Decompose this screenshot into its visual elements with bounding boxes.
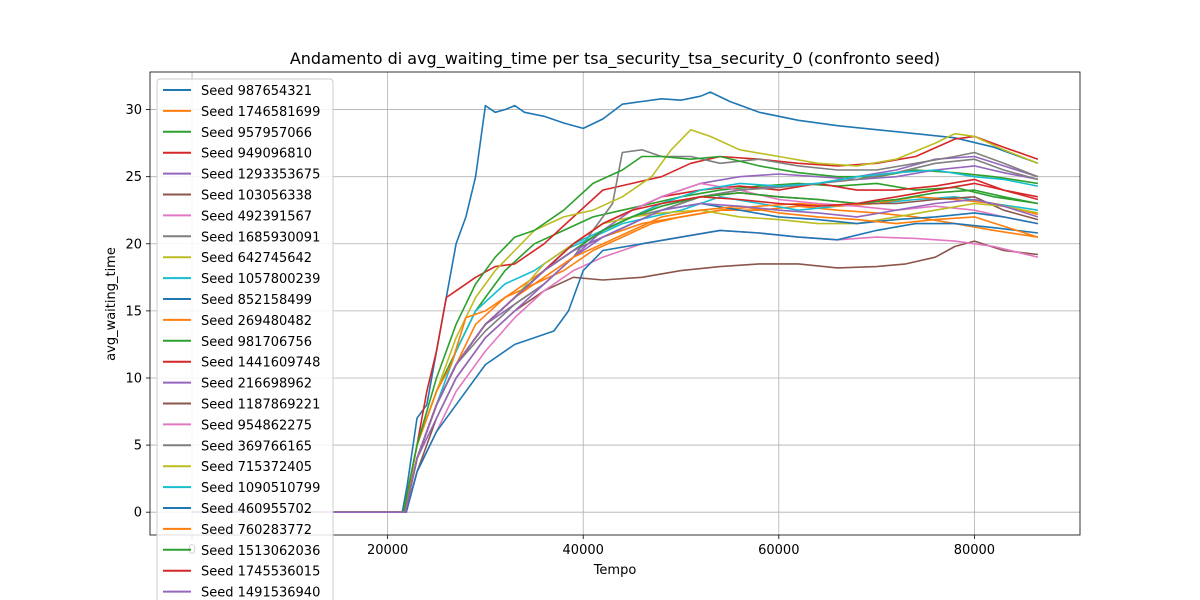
legend-label: Seed 1685930091 bbox=[201, 230, 320, 245]
y-tick-label: 15 bbox=[125, 304, 142, 319]
legend-label: Seed 369766165 bbox=[201, 439, 312, 454]
y-axis-label: avg_waiting_time bbox=[104, 247, 119, 361]
x-tick-label: 80000 bbox=[954, 543, 995, 558]
legend-label: Seed 949096810 bbox=[201, 147, 312, 162]
legend-label: Seed 492391567 bbox=[201, 209, 312, 224]
legend-label: Seed 957957066 bbox=[201, 126, 312, 141]
series-line bbox=[192, 182, 1039, 514]
series-line bbox=[192, 222, 1038, 514]
series-line bbox=[192, 128, 1039, 514]
legend-label: Seed 1745536015 bbox=[201, 565, 320, 580]
series-line bbox=[192, 198, 1039, 514]
legend-box bbox=[156, 78, 334, 600]
series-lines bbox=[192, 91, 1039, 514]
x-tick-label: 40000 bbox=[563, 543, 604, 558]
legend-label: Seed 1293353675 bbox=[201, 168, 320, 183]
x-tick-label: 60000 bbox=[758, 543, 799, 558]
legend-label: Seed 1746581699 bbox=[201, 105, 320, 120]
y-tick-label: 30 bbox=[125, 103, 142, 118]
y-tick-label: 20 bbox=[125, 237, 142, 252]
legend-label: Seed 1187869221 bbox=[201, 398, 320, 413]
x-tick-label: 20000 bbox=[367, 543, 408, 558]
legend-label: Seed 1491536940 bbox=[201, 586, 320, 600]
y-axis-ticks: 0 5 10 15 20 25 30 bbox=[125, 103, 150, 521]
legend-label: Seed 1513062036 bbox=[201, 544, 320, 559]
legend-label: Seed 1057800239 bbox=[201, 272, 320, 287]
y-tick-label: 25 bbox=[125, 170, 142, 185]
series-line bbox=[192, 135, 1039, 514]
legend-label: Seed 987654321 bbox=[201, 84, 312, 99]
legend-label: Seed 715372405 bbox=[201, 460, 312, 475]
legend: Seed 987654321 Seed 1746581699 Seed 957957… bbox=[156, 78, 334, 600]
legend-label: Seed 1090510799 bbox=[201, 481, 320, 496]
legend-label: Seed 981706756 bbox=[201, 335, 312, 350]
legend-label: Seed 216698962 bbox=[201, 377, 312, 392]
legend-label: Seed 760283772 bbox=[201, 523, 312, 538]
y-tick-label: 5 bbox=[134, 439, 142, 454]
legend-label: Seed 852158499 bbox=[201, 293, 312, 308]
y-tick-label: 10 bbox=[125, 371, 142, 386]
series-line bbox=[192, 196, 1039, 514]
plot-area-frame bbox=[149, 71, 1081, 536]
y-tick-label: 0 bbox=[134, 506, 142, 521]
x-axis-label: Tempo bbox=[593, 563, 637, 578]
chart-title: Andamento di avg_waiting_time per tsa_se… bbox=[290, 49, 940, 69]
legend-label: Seed 1441609748 bbox=[201, 356, 320, 371]
legend-label: Seed 103056338 bbox=[201, 189, 312, 204]
legend-label: Seed 460955702 bbox=[201, 502, 312, 517]
legend-label: Seed 642745642 bbox=[201, 251, 312, 266]
legend-label: Seed 954862275 bbox=[201, 418, 312, 433]
legend-label: Seed 269480482 bbox=[201, 314, 312, 329]
